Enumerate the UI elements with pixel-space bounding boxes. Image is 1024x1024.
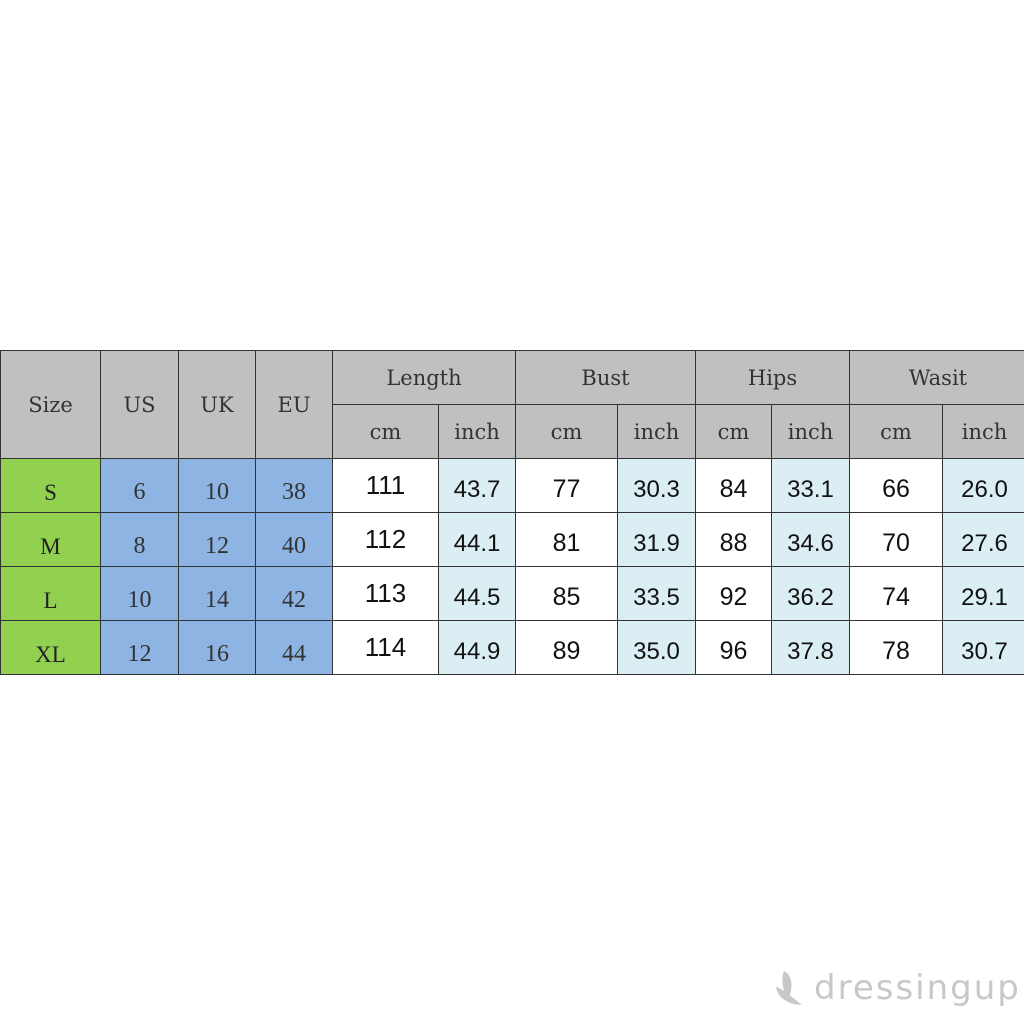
cm-cell: 92 [695,566,772,621]
header-row-groups: Size US UK EU Length Bust Hips Wasit [0,350,1024,459]
header-bust: Bust [515,350,696,405]
inch-cell: 33.5 [617,566,696,621]
inch-cell: 43.7 [438,458,516,513]
uk-cell: 12 [178,512,256,567]
cm-cell: 77 [515,458,618,513]
cm-cell: 66 [849,458,943,513]
us-cell: 6 [100,458,179,513]
inch-cell: 37.8 [771,620,850,675]
header-eu: EU [255,350,333,459]
header-us: US [100,350,179,459]
inch-cell: 44.9 [438,620,516,675]
header-hips: Hips [695,350,850,405]
header-uk: UK [178,350,256,459]
unit-header: cm [695,404,772,459]
inch-cell: 36.2 [771,566,850,621]
cm-cell: 96 [695,620,772,675]
cm-cell: 81 [515,512,618,567]
header-row-units: cm inch cm inch cm inch cm inch [1,404,1024,459]
inch-cell: 30.7 [942,620,1024,675]
cm-cell: 74 [849,566,943,621]
unit-header: inch [771,404,850,459]
size-cell: S [0,458,101,513]
table-row: L 10 14 42 113 44.5 85 33.5 92 36.2 74 29.1 [0,566,1024,621]
watermark: dressingup [772,968,1021,1008]
inch-cell: 26.0 [942,458,1024,513]
size-chart-table: Size US UK EU Length Bust Hips Wasit cm … [0,350,1024,675]
inch-cell: 29.1 [942,566,1024,621]
unit-header: inch [942,404,1024,459]
table-row: M 8 12 40 112 44.1 81 31.9 88 34.6 70 27.6 [0,512,1024,567]
inch-cell: 30.3 [617,458,696,513]
us-cell: 8 [100,512,179,567]
cm-cell: 112 [332,512,439,567]
inch-cell: 44.1 [438,512,516,567]
uk-cell: 10 [178,458,256,513]
cm-cell: 88 [695,512,772,567]
eu-cell: 38 [255,458,333,513]
header-length: Length [332,350,516,405]
header-size: Size [0,350,101,459]
unit-header: cm [515,404,618,459]
size-cell: M [0,512,101,567]
inch-cell: 27.6 [942,512,1024,567]
cm-cell: 84 [695,458,772,513]
unit-header: cm [332,404,439,459]
inch-cell: 33.1 [771,458,850,513]
us-cell: 10 [100,566,179,621]
table-row: XL 12 16 44 114 44.9 89 35.0 96 37.8 78 30.7 [0,620,1024,675]
eu-cell: 40 [255,512,333,567]
cm-cell: 85 [515,566,618,621]
unit-header: inch [617,404,696,459]
cm-cell: 111 [332,458,439,513]
uk-cell: 14 [178,566,256,621]
table-row: S 6 10 38 111 43.7 77 30.3 84 33.1 66 26.0 [0,458,1024,513]
size-cell: XL [0,620,101,675]
inch-cell: 35.0 [617,620,696,675]
cm-cell: 113 [332,566,439,621]
watermark-text: dressingup [814,968,1021,1008]
unit-header: cm [849,404,943,459]
us-cell: 12 [100,620,179,675]
inch-cell: 44.5 [438,566,516,621]
cm-cell: 89 [515,620,618,675]
cm-cell: 70 [849,512,943,567]
inch-cell: 34.6 [771,512,850,567]
inch-cell: 31.9 [617,512,696,567]
header-waist: Wasit [849,350,1024,405]
eu-cell: 44 [255,620,333,675]
eu-cell: 42 [255,566,333,621]
unit-header: inch [438,404,516,459]
uk-cell: 16 [178,620,256,675]
size-cell: L [0,566,101,621]
cm-cell: 78 [849,620,943,675]
cm-cell: 114 [332,620,439,675]
leaf-icon [776,971,802,1005]
